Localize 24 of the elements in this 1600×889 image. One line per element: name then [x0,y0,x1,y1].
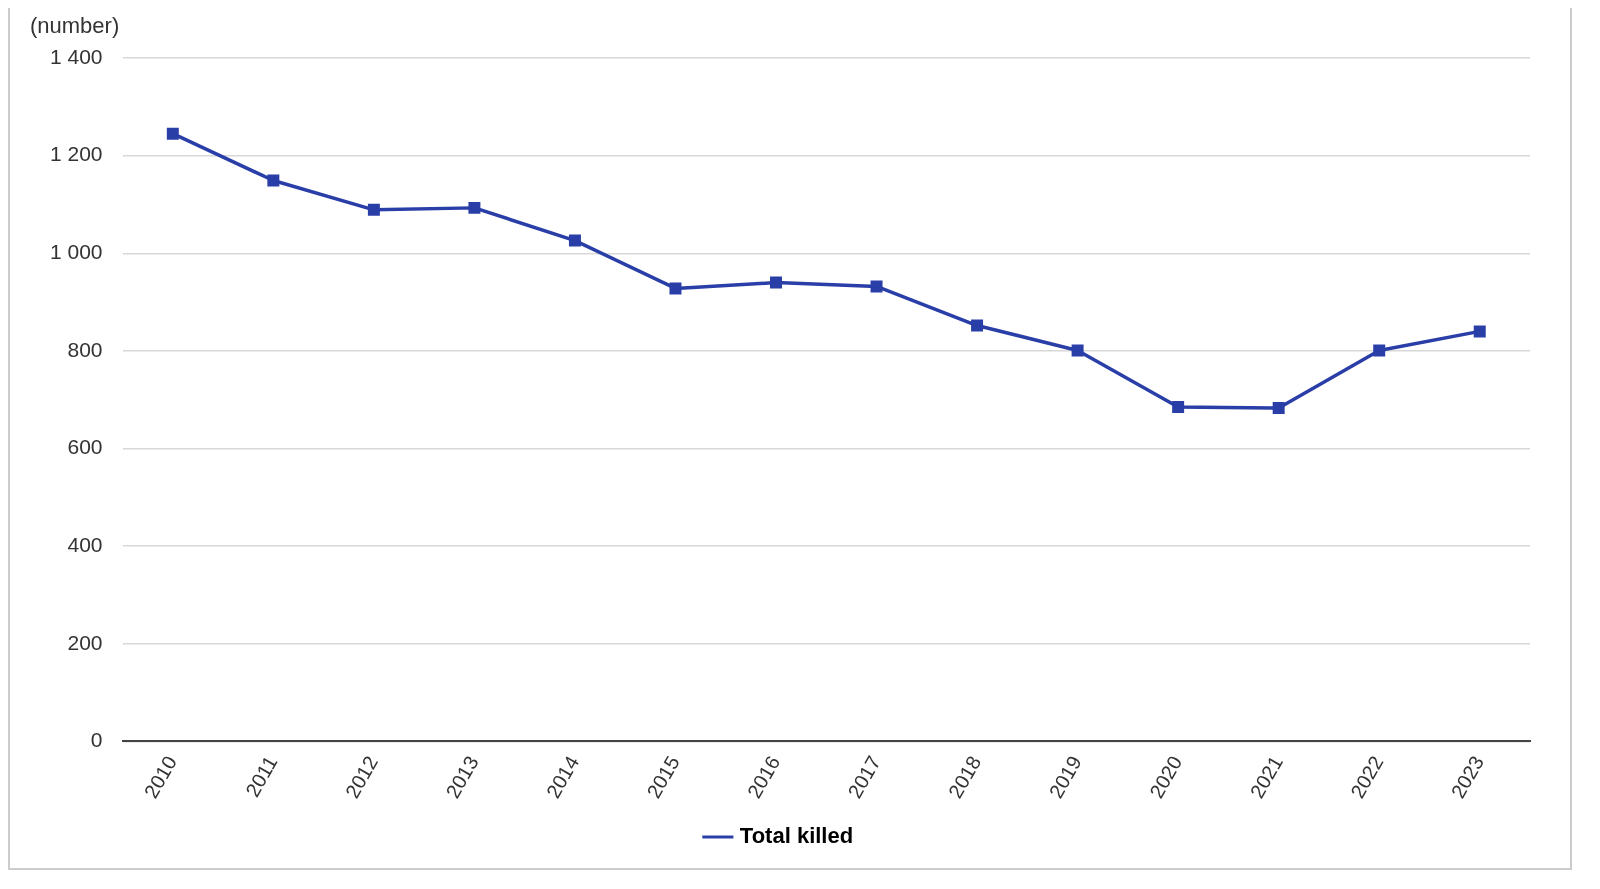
y-tick-label: 1 000 [49,240,103,264]
y-tick-label: 200 [67,630,103,654]
legend-label: Total killed [739,823,854,849]
point [367,203,380,216]
y-tick-label: 1 400 [49,44,103,68]
point [669,282,682,295]
point [870,280,883,293]
y-tick-label: 400 [67,532,103,556]
point [1473,325,1486,338]
point [267,174,280,187]
point [1373,344,1386,357]
y-tick-label: 1 200 [49,142,103,166]
point [1172,401,1185,414]
point [1272,402,1285,415]
y-axis-title: (number) [30,13,120,39]
point [468,201,481,214]
y-tick-label: 0 [90,728,103,752]
point [1071,344,1084,357]
point [568,234,581,247]
point [770,276,782,289]
point [166,127,179,140]
point [971,319,984,332]
y-tick-label: 600 [67,435,103,459]
y-tick-label: 800 [67,337,103,361]
